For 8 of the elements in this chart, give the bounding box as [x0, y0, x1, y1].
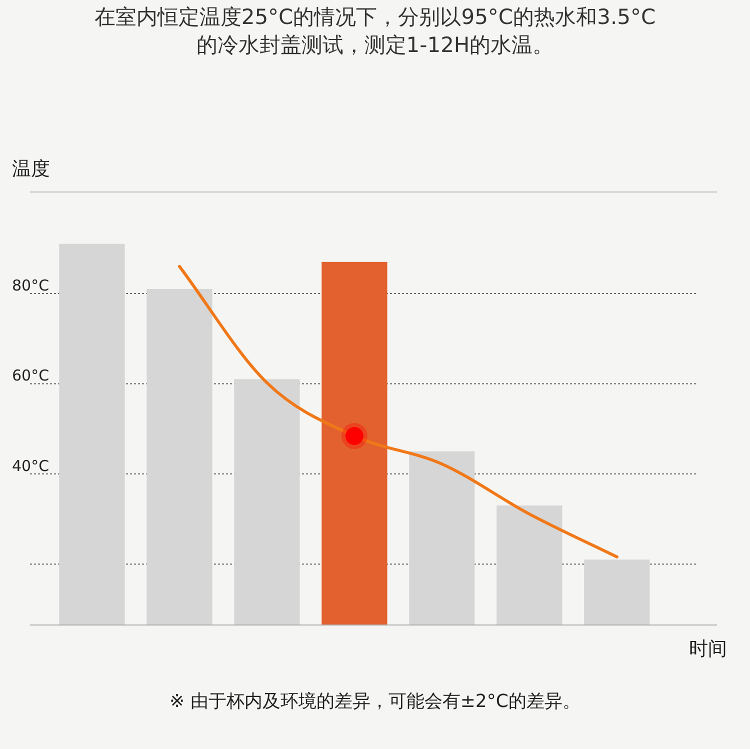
chart-title: 在室内恒定温度25°C的情况下，分别以95°C的热水和3.5°C	[94, 5, 656, 29]
text: ※ 由于杯内及环境的差异，可能会有±2°C的差异。	[170, 691, 580, 712]
x-axis-title: 时间	[689, 638, 727, 660]
y-tick-label: 80°C	[12, 276, 50, 294]
y-tick-label: 40°C	[12, 456, 50, 475]
chart-subtitle: 的冷水封盖测试，测定1-12H的水温。	[196, 33, 554, 57]
y-axis-title: 温度	[12, 158, 50, 180]
y-tick-label: 60°C	[12, 366, 50, 385]
